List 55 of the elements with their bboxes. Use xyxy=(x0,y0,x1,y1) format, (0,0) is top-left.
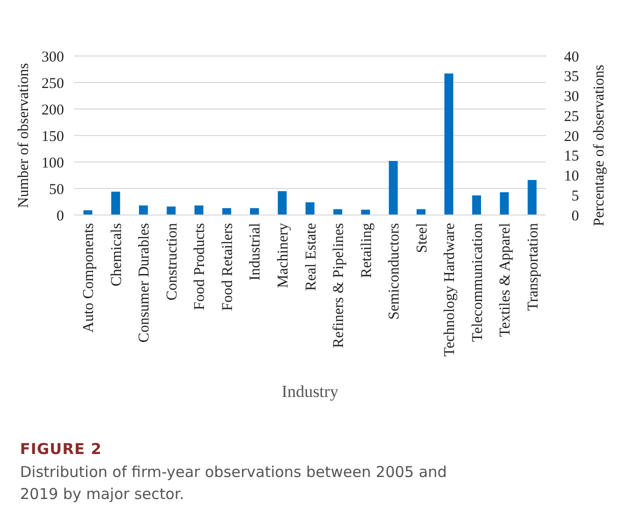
text: Distribution of firm-year observations between 2005 and 2019 by major sector. xyxy=(20,463,447,503)
bar xyxy=(388,160,398,215)
y-tick-label: 100 xyxy=(42,155,64,172)
y-axis-title: Number of observations xyxy=(16,62,32,208)
y-tick-label: 200 xyxy=(42,102,64,118)
y-tick-label: 250 xyxy=(42,76,64,92)
bar xyxy=(138,205,148,215)
bar xyxy=(416,209,426,215)
x-tick-label: Industrial xyxy=(248,223,264,280)
x-tick-label: Transportation xyxy=(525,222,542,311)
x-tick-label: Retailing xyxy=(358,222,375,278)
x-tick-label: Chemicals xyxy=(108,222,125,286)
y2-axis-title: Percentage of observations xyxy=(591,64,608,226)
y2-tick-label: 40 xyxy=(564,49,579,66)
y-tick-label: 300 xyxy=(42,49,64,66)
x-tick-label: Technology Hardware xyxy=(442,222,458,356)
bar xyxy=(83,210,92,215)
bar xyxy=(194,205,204,215)
x-tick-label: Consumer Durables xyxy=(136,222,153,343)
bar xyxy=(361,210,370,215)
y2-tick-label: 25 xyxy=(564,108,579,125)
x-tick-label: Refiners & Pipelines xyxy=(331,222,348,348)
y2-tick-label: 35 xyxy=(564,69,579,86)
bar xyxy=(444,73,454,215)
x-tick-label: Steel xyxy=(414,223,430,253)
x-tick-label: Telecommunication xyxy=(470,222,486,342)
y2-tick-label: 10 xyxy=(564,168,579,184)
x-tick-label: Food Retailers xyxy=(220,222,236,311)
bar xyxy=(278,191,287,215)
bar xyxy=(166,206,176,215)
y2-tick-label: 20 xyxy=(564,128,579,145)
y2-tick-label: 0 xyxy=(572,208,579,224)
y2-tick-label: 30 xyxy=(564,89,579,105)
x-tick-label: Semiconductors xyxy=(386,222,403,320)
y-tick-label: 50 xyxy=(49,182,64,198)
y-tick-label: 0 xyxy=(56,208,64,224)
bar xyxy=(528,180,537,215)
y-tick-label: 150 xyxy=(42,128,64,145)
y2-tick-label: 5 xyxy=(572,188,579,204)
x-tick-label: Textiles & Apparel xyxy=(498,223,514,337)
x-tick-label: Machinery xyxy=(275,222,292,288)
bar xyxy=(306,202,314,215)
x-tick-label: Construction xyxy=(164,222,180,300)
bar xyxy=(500,192,509,215)
bar xyxy=(250,208,259,215)
y2-tick-label: 15 xyxy=(564,148,579,165)
x-tick-label: Auto Components xyxy=(81,222,98,333)
caption: FIGURE 2 xyxy=(20,440,102,458)
bar xyxy=(333,209,342,215)
x-tick-label: Real Estate xyxy=(303,222,320,291)
x-axis-title: Industry xyxy=(282,382,339,401)
bar xyxy=(222,208,232,215)
bar xyxy=(472,195,482,215)
bar xyxy=(111,192,120,215)
x-tick-label: Food Products xyxy=(192,222,208,310)
